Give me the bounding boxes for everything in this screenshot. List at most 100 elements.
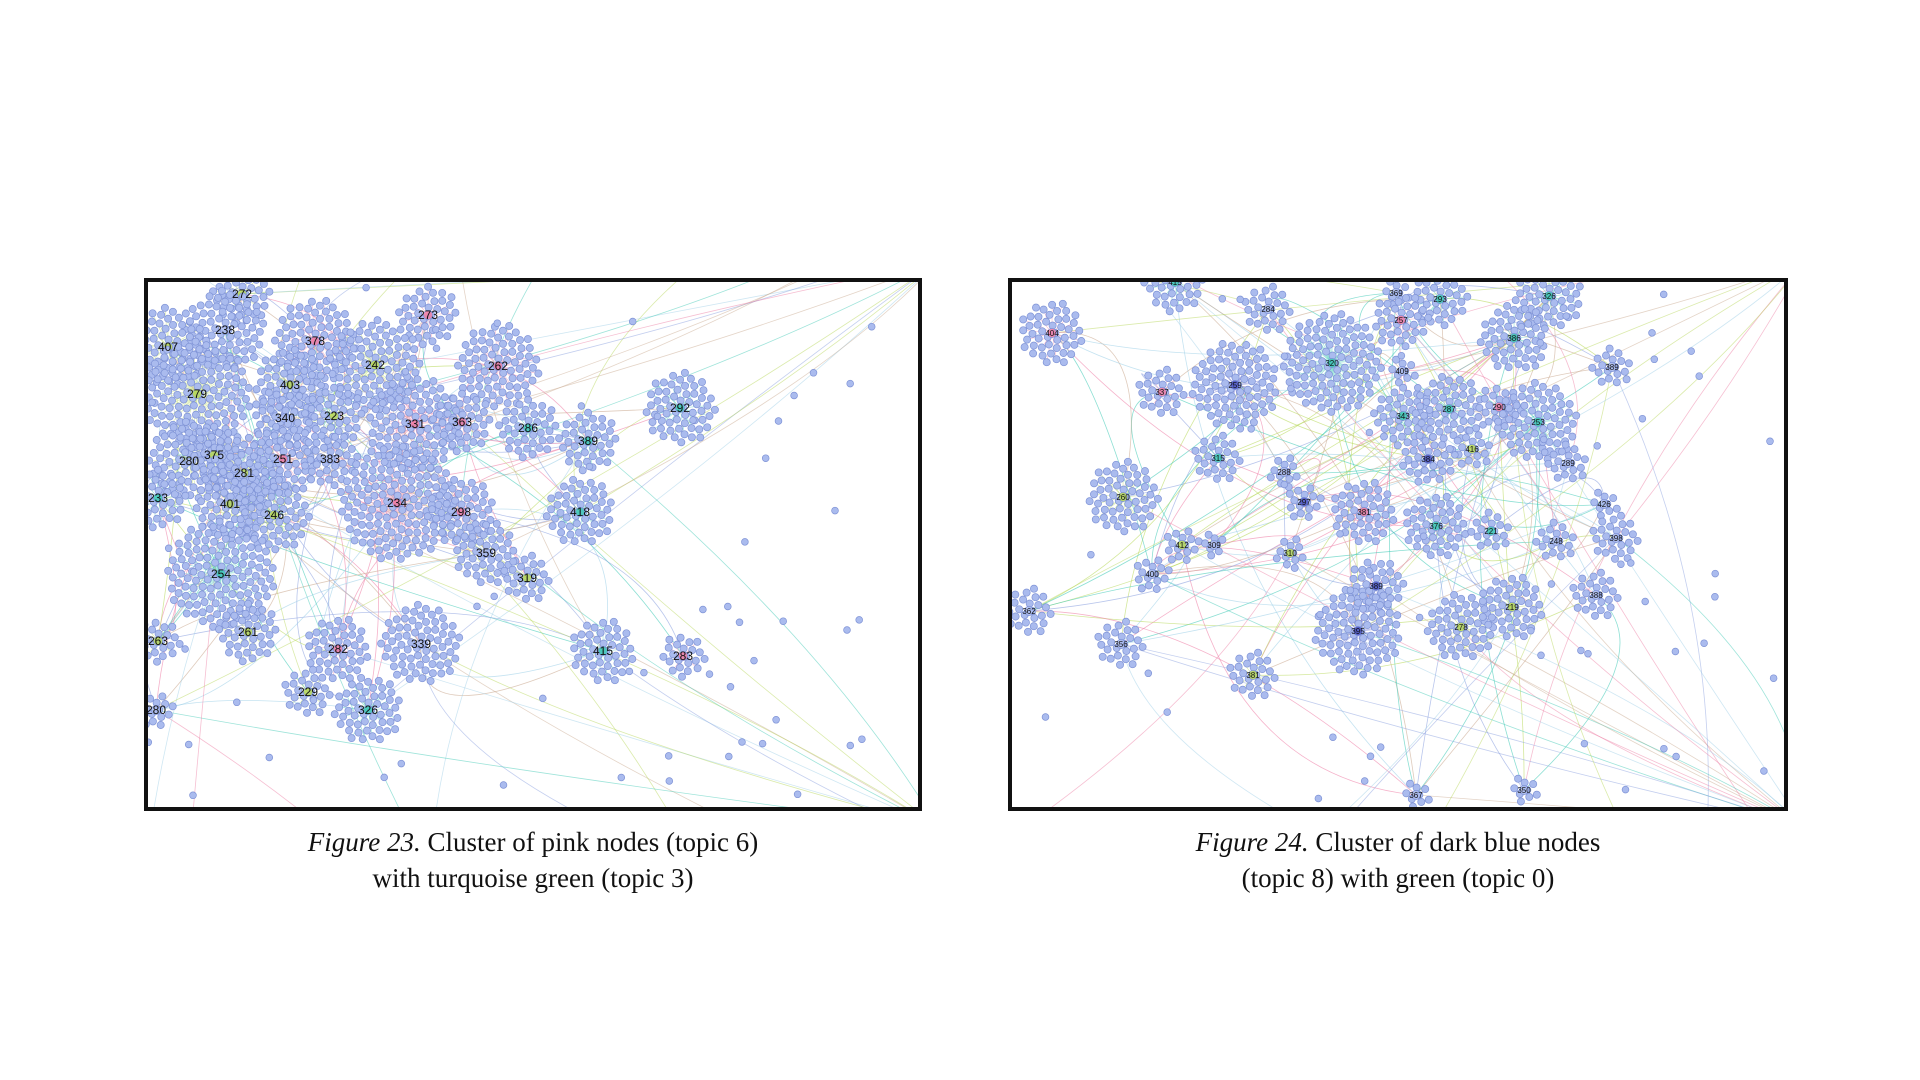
graph-node xyxy=(203,492,212,501)
edge xyxy=(587,440,918,796)
graph-node xyxy=(168,649,177,658)
graph-node xyxy=(345,525,354,534)
graph-node xyxy=(407,431,416,440)
graph-node xyxy=(398,660,407,669)
graph-node xyxy=(148,416,154,425)
graph-node xyxy=(361,359,370,368)
graph-node xyxy=(1526,330,1535,339)
graph-node xyxy=(1559,282,1568,286)
graph-node xyxy=(1309,371,1318,380)
graph-node xyxy=(686,374,695,383)
graph-node xyxy=(1482,348,1491,357)
graph-node xyxy=(284,688,293,697)
graph-node xyxy=(698,378,706,387)
graph-node xyxy=(216,590,224,599)
graph-node xyxy=(416,397,424,406)
graph-node xyxy=(231,383,240,392)
graph-node xyxy=(1258,400,1267,409)
graph-node xyxy=(413,375,422,384)
graph-node xyxy=(377,639,386,648)
graph-node xyxy=(389,510,398,519)
graph-node xyxy=(410,345,419,354)
graph-node xyxy=(665,777,674,785)
graph-node xyxy=(539,694,547,703)
graph-node xyxy=(272,364,281,373)
graph-node xyxy=(206,317,215,326)
graph-node xyxy=(265,460,274,469)
graph-node xyxy=(386,387,395,396)
graph-node xyxy=(465,359,473,368)
graph-node xyxy=(157,310,166,319)
graph-node xyxy=(659,378,668,387)
graph-node xyxy=(1285,307,1294,316)
graph-node xyxy=(305,418,313,427)
graph-node xyxy=(215,428,223,437)
graph-node xyxy=(250,614,259,623)
graph-node xyxy=(398,506,407,514)
graph-node xyxy=(368,732,377,741)
graph-node xyxy=(512,588,521,597)
graph-node xyxy=(276,436,285,445)
graph-node xyxy=(375,432,384,441)
graph-node xyxy=(422,526,430,535)
graph-node xyxy=(324,400,333,409)
graph-node xyxy=(350,518,359,527)
graph-node xyxy=(1288,344,1297,353)
graph-node xyxy=(426,463,435,472)
graph-node xyxy=(264,446,273,455)
graph-node xyxy=(204,410,213,419)
graph-node xyxy=(1275,325,1284,334)
graph-node xyxy=(348,492,357,501)
graph-node xyxy=(588,452,597,461)
graph-node xyxy=(374,676,383,685)
graph-node xyxy=(276,379,285,388)
graph-node xyxy=(1354,401,1363,410)
edge xyxy=(1120,643,1719,807)
graph-node xyxy=(500,566,509,575)
graph-node xyxy=(628,655,637,663)
graph-node xyxy=(418,463,427,472)
graph-node xyxy=(365,349,374,358)
graph-node xyxy=(269,531,277,540)
graph-node xyxy=(562,513,571,522)
hub-node xyxy=(1396,315,1406,325)
graph-node xyxy=(577,630,586,639)
graph-node xyxy=(666,402,675,411)
graph-node xyxy=(343,477,351,486)
graph-node xyxy=(389,539,398,548)
graph-node xyxy=(299,484,308,493)
graph-node xyxy=(520,555,529,564)
graph-node xyxy=(413,600,422,609)
edge xyxy=(247,552,487,633)
graph-node xyxy=(1411,301,1420,310)
graph-node xyxy=(504,332,513,341)
graph-node xyxy=(664,643,673,652)
graph-node xyxy=(195,325,204,333)
graph-node xyxy=(283,470,292,479)
graph-node xyxy=(1494,308,1502,317)
graph-node xyxy=(397,525,406,534)
hub-label: 359 xyxy=(476,546,496,560)
graph-node xyxy=(386,395,395,404)
hub-label: 378 xyxy=(305,334,325,348)
graph-node xyxy=(1535,290,1544,299)
graph-node xyxy=(492,519,501,528)
graph-node xyxy=(680,430,689,439)
graph-node xyxy=(1403,373,1412,382)
graph-node xyxy=(1365,388,1374,397)
graph-node xyxy=(148,336,150,343)
hub-node xyxy=(363,705,373,715)
graph-node xyxy=(385,451,394,460)
graph-node xyxy=(368,439,377,448)
graph-node xyxy=(426,677,435,685)
graph-node xyxy=(472,395,481,404)
graph-node xyxy=(611,434,620,443)
graph-node xyxy=(1154,399,1163,408)
graph-node xyxy=(1217,364,1226,373)
graph-node xyxy=(547,494,556,503)
graph-node xyxy=(168,702,177,711)
graph-node xyxy=(503,356,512,365)
graph-node xyxy=(529,431,538,439)
hub-label: 340 xyxy=(275,411,295,425)
graph-node xyxy=(1385,395,1394,404)
